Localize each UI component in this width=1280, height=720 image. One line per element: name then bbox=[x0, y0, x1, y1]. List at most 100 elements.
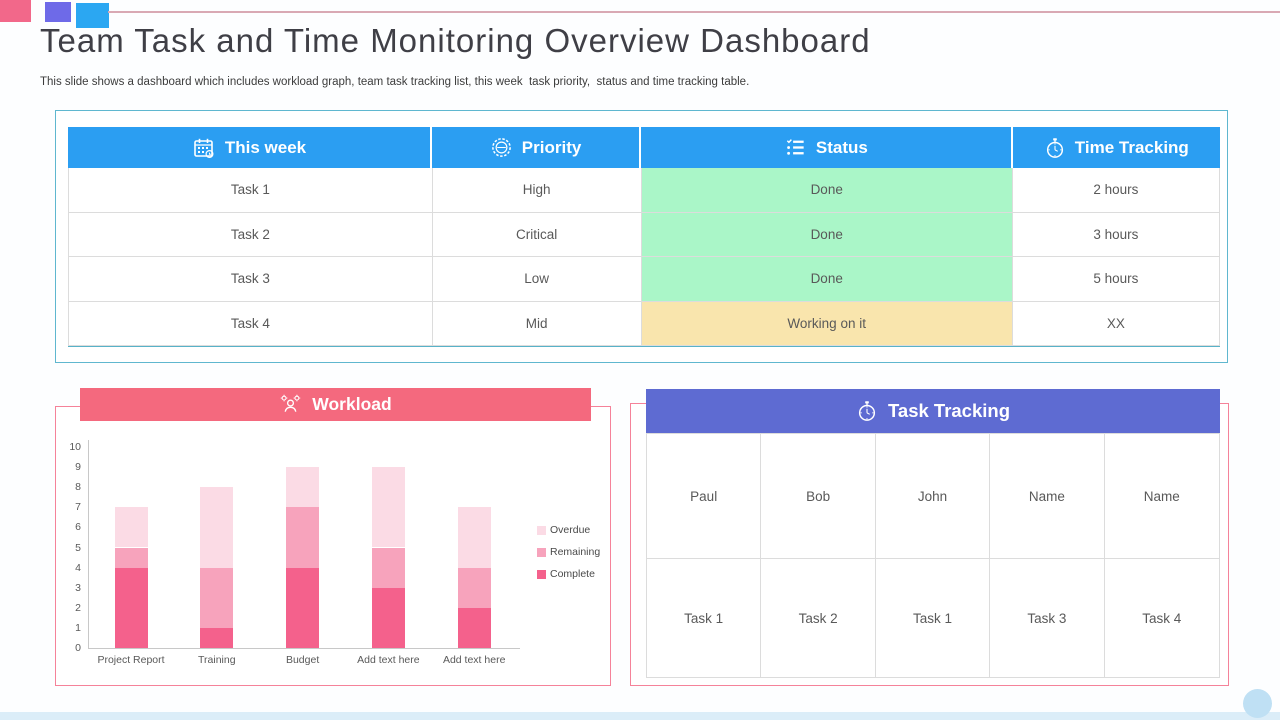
priority-cell: Critical bbox=[432, 212, 642, 257]
time-cell: XX bbox=[1012, 301, 1220, 346]
legend-swatch bbox=[537, 525, 546, 535]
workload-title: Workload bbox=[312, 394, 392, 414]
tracking-task-cell: Task 1 bbox=[647, 559, 762, 677]
week-table-header-3: Time Tracking bbox=[1013, 127, 1220, 168]
priority-cell: Low bbox=[432, 257, 642, 302]
status-cell: Done bbox=[641, 257, 1013, 302]
y-axis-tick-label: 8 bbox=[75, 481, 81, 494]
week-table-row: Task 2 Critical Done 3 hours bbox=[68, 212, 1220, 257]
task-cell: Task 2 bbox=[69, 212, 433, 257]
workload-chart: 0 1 2 3 4 5 6 7 8 9 10 Project Report Training Budget… bbox=[55, 406, 609, 684]
stopwatch-icon bbox=[856, 400, 878, 422]
task-cell: Task 3 bbox=[69, 257, 433, 302]
task-tracking-banner: Task Tracking bbox=[646, 389, 1220, 433]
bar-segment-remaining bbox=[457, 567, 491, 608]
top-divider-line bbox=[108, 11, 1280, 13]
bar-segment-complete bbox=[286, 567, 320, 648]
legend-swatch bbox=[537, 569, 546, 579]
x-axis-line bbox=[88, 648, 520, 649]
y-axis-tick-label: 6 bbox=[75, 521, 81, 534]
time-cell: 2 hours bbox=[1012, 168, 1220, 213]
bar-segment-overdue bbox=[286, 467, 320, 508]
bar-segment-complete bbox=[200, 627, 234, 648]
x-axis-category-label: Project Report bbox=[97, 654, 165, 666]
legend-label: Remaining bbox=[550, 546, 601, 558]
week-table-header-label: Time Tracking bbox=[1074, 137, 1189, 157]
task-tracking-table: Paul Bob John Name Name Task 1 Task 2 Task 1 Tas… bbox=[646, 433, 1220, 678]
bar-segment-overdue bbox=[114, 507, 148, 548]
tracking-name-cell: John bbox=[875, 434, 991, 559]
week-table: This week Priority Status Time Tracking Tas… bbox=[68, 127, 1220, 347]
tracking-name-cell: Name bbox=[1104, 434, 1219, 559]
x-axis-category-label: Training bbox=[198, 654, 236, 666]
legend-label: Complete bbox=[550, 568, 595, 580]
bar-segment-complete bbox=[457, 607, 491, 648]
legend-label: Overdue bbox=[550, 524, 591, 536]
week-table-row: Task 1 High Done 2 hours bbox=[68, 168, 1220, 213]
workload-section bbox=[55, 406, 611, 686]
priority-cell: Mid bbox=[432, 301, 642, 346]
priority-stamp-icon bbox=[490, 136, 513, 159]
x-axis-category-label: Add text here bbox=[442, 654, 506, 666]
bar-segment-complete bbox=[371, 587, 405, 648]
bar-segment-remaining bbox=[200, 567, 234, 628]
legend-swatch bbox=[537, 547, 546, 557]
status-cell: Done bbox=[641, 212, 1013, 257]
corner-circle bbox=[1243, 689, 1272, 718]
y-axis-tick-label: 7 bbox=[75, 501, 81, 514]
task-tracking-title: Task Tracking bbox=[887, 400, 1011, 421]
y-axis-tick-label: 4 bbox=[75, 561, 81, 574]
tracking-task-cell: Task 3 bbox=[990, 559, 1105, 677]
status-cell: Done bbox=[641, 168, 1013, 213]
stopwatch-icon bbox=[1044, 137, 1066, 159]
tracking-task-cell: Task 2 bbox=[761, 559, 876, 677]
task-cell: Task 1 bbox=[69, 168, 433, 213]
checklist-icon bbox=[784, 136, 807, 159]
week-table-header-1: Priority bbox=[432, 127, 642, 168]
week-table-header-label: Status bbox=[815, 137, 868, 157]
y-axis-tick-label: 2 bbox=[75, 601, 81, 614]
week-table-header-label: This week bbox=[224, 137, 307, 157]
week-table-header-0: This week bbox=[68, 127, 433, 168]
page-subtitle: This slide shows a dashboard which inclu… bbox=[40, 76, 750, 88]
team-icon bbox=[279, 393, 302, 416]
week-table-header-row: This week Priority Status Time Tracking bbox=[68, 127, 1220, 168]
deco-square-purple bbox=[45, 2, 71, 22]
week-table-header-2: Status bbox=[641, 127, 1013, 168]
tracking-name-cell: Paul bbox=[647, 434, 762, 559]
y-axis-line bbox=[88, 440, 89, 648]
bar-segment-overdue bbox=[457, 507, 491, 568]
legend-item-overdue: Overdue bbox=[537, 524, 590, 536]
week-table-row: Task 3 Low Done 5 hours bbox=[68, 257, 1220, 302]
deco-square-pink bbox=[0, 0, 31, 22]
bar-segment-remaining bbox=[371, 547, 405, 588]
legend-item-complete: Complete bbox=[537, 568, 595, 580]
x-axis-category-label: Budget bbox=[285, 654, 320, 666]
bar-segment-complete bbox=[114, 567, 148, 648]
time-cell: 5 hours bbox=[1012, 257, 1220, 302]
priority-cell: High bbox=[432, 168, 642, 213]
y-axis-tick-label: 5 bbox=[75, 541, 81, 554]
week-table-header-label: Priority bbox=[521, 137, 582, 157]
time-cell: 3 hours bbox=[1012, 212, 1220, 257]
tracking-name-cell: Bob bbox=[761, 434, 876, 559]
week-table-row: Task 4 Mid Working on it XX bbox=[68, 301, 1220, 346]
week-table-body: Task 1 High Done 2 hours Task 2 Critical Done 3… bbox=[68, 168, 1220, 346]
status-cell: Working on it bbox=[641, 301, 1013, 346]
x-axis-category-label: Add text here bbox=[357, 654, 420, 666]
y-axis-tick-label: 3 bbox=[75, 581, 81, 594]
tracking-task-cell: Task 4 bbox=[1142, 610, 1182, 626]
bar-segment-overdue bbox=[200, 487, 234, 568]
tracking-name-cell: Name bbox=[990, 434, 1105, 559]
bar-segment-remaining bbox=[286, 507, 320, 568]
y-axis-tick-label: 9 bbox=[75, 461, 81, 474]
bar-segment-remaining bbox=[114, 547, 148, 568]
y-axis-tick-label: 1 bbox=[75, 621, 81, 634]
deco-square-blue bbox=[76, 3, 109, 28]
bottom-strip bbox=[0, 712, 1280, 720]
workload-banner: Workload bbox=[80, 388, 591, 421]
bar-segment-overdue bbox=[371, 467, 405, 548]
legend-item-remaining: Remaining bbox=[537, 546, 600, 558]
calendar-icon bbox=[192, 136, 216, 160]
